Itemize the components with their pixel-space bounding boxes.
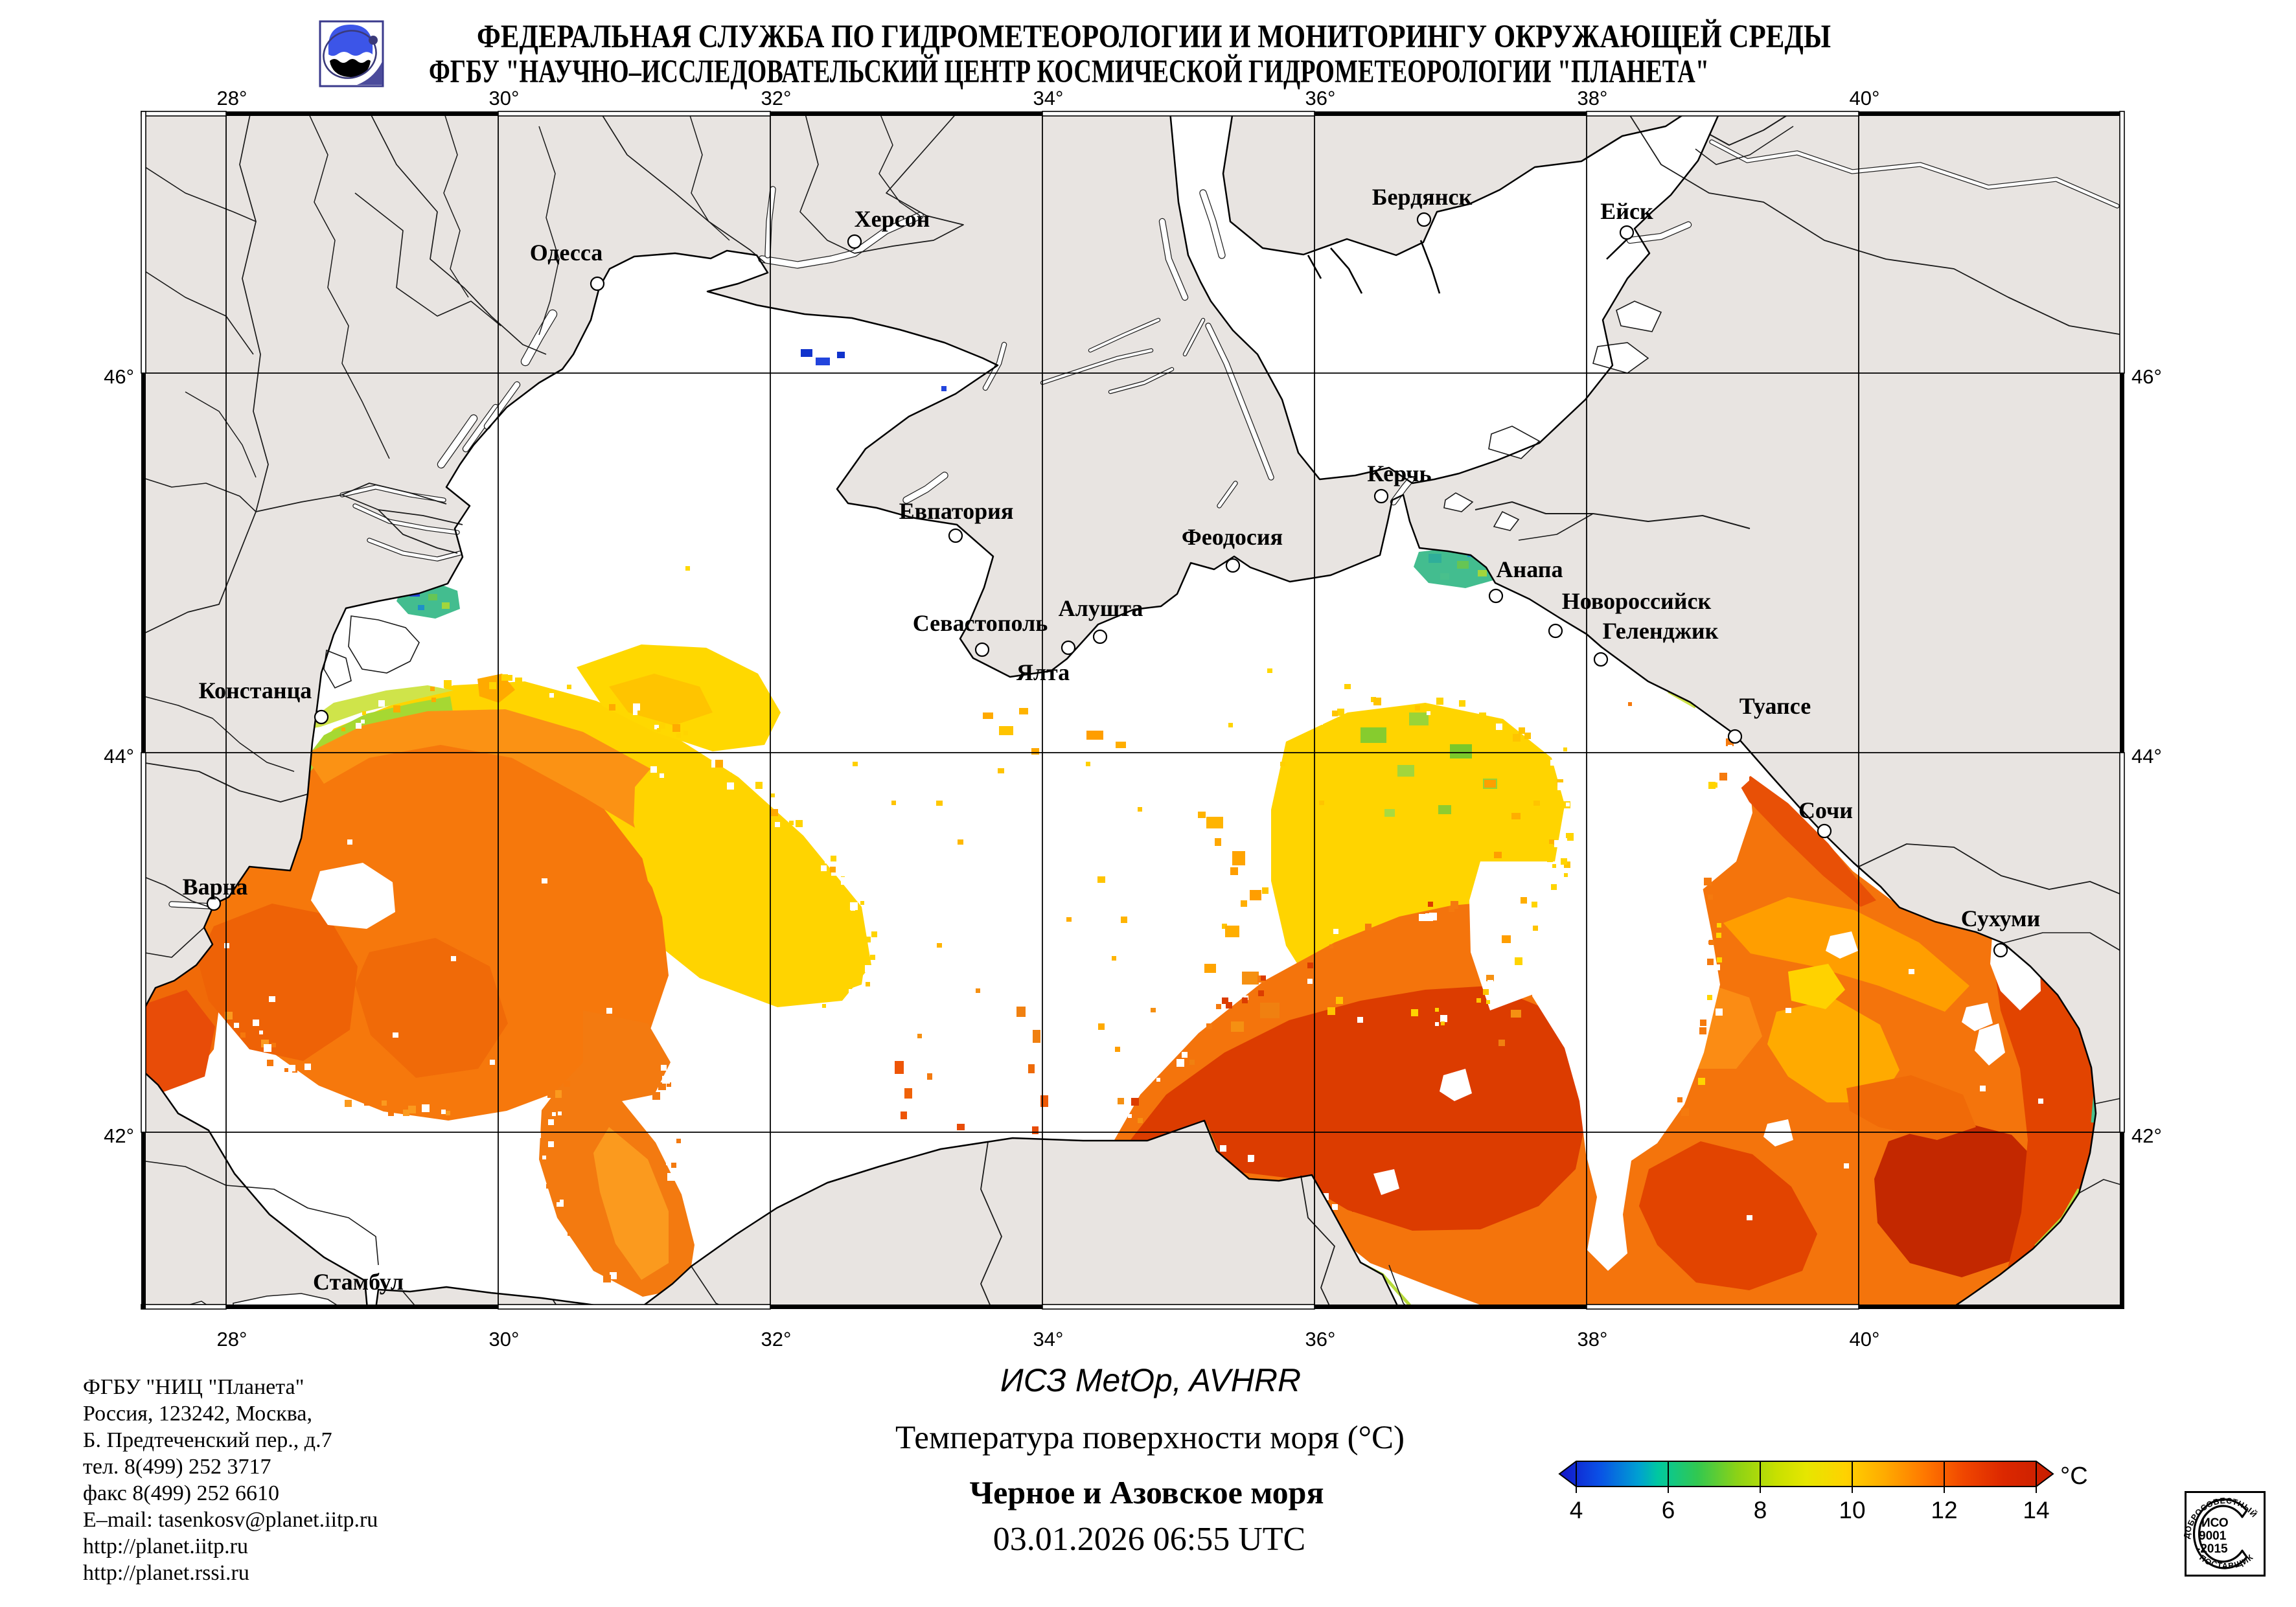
svg-text:Б. Предтеченский пер., д.7: Б. Предтеченский пер., д.7 [83, 1428, 332, 1452]
svg-text:E–mail: tasenkosv@planet.iitp.: E–mail: tasenkosv@planet.iitp.ru [83, 1508, 378, 1532]
svg-text:32°: 32° [761, 1328, 792, 1351]
svg-text:38°: 38° [1578, 87, 1608, 109]
svg-text:Ейск: Ейск [1600, 198, 1653, 224]
svg-text:30°: 30° [489, 1328, 520, 1351]
svg-text:Стамбул: Стамбул [313, 1269, 404, 1295]
svg-text:6: 6 [1662, 1497, 1675, 1523]
svg-text:Алушта: Алушта [1059, 595, 1143, 621]
svg-text:ИСЗ MetOp, AVHRR: ИСЗ MetOp, AVHRR [1000, 1362, 1301, 1398]
svg-text:ФЕДЕРАЛЬНАЯ СЛУЖБА ПО ГИДРОМЕТ: ФЕДЕРАЛЬНАЯ СЛУЖБА ПО ГИДРОМЕТЕОРОЛОГИИ … [477, 19, 1831, 55]
svg-text:Бердянск: Бердянск [1372, 184, 1473, 210]
svg-text:8: 8 [1754, 1497, 1767, 1523]
svg-text:ФГБУ "НИЦ "Планета": ФГБУ "НИЦ "Планета" [83, 1375, 304, 1399]
svg-text:28°: 28° [217, 1328, 247, 1351]
svg-text:46°: 46° [2131, 365, 2162, 388]
svg-text:44°: 44° [104, 745, 134, 768]
svg-text:Варна: Варна [183, 874, 248, 900]
svg-text:40°: 40° [1850, 87, 1880, 109]
svg-text:38°: 38° [1578, 1328, 1608, 1351]
svg-text:Геленджик: Геленджик [1603, 618, 1719, 644]
svg-text:Констанца: Констанца [199, 678, 312, 703]
svg-text:28°: 28° [217, 87, 247, 109]
svg-text:ИСО: ИСО [2201, 1516, 2229, 1530]
svg-text:30°: 30° [489, 87, 520, 109]
svg-text:http://planet.rssi.ru: http://planet.rssi.ru [83, 1561, 249, 1585]
svg-text:4: 4 [1570, 1497, 1583, 1523]
svg-text:тел. 8(499) 252 3717: тел. 8(499) 252 3717 [83, 1455, 271, 1479]
svg-text:36°: 36° [1305, 1328, 1336, 1351]
svg-text:Новороссийск: Новороссийск [1562, 588, 1712, 614]
svg-text:03.01.2026 06:55 UTC: 03.01.2026 06:55 UTC [993, 1521, 1305, 1558]
svg-text:Россия, 123242, Москва,: Россия, 123242, Москва, [83, 1402, 312, 1426]
svg-text:Температура поверхности моря (: Температура поверхности моря (°C) [895, 1420, 1405, 1456]
svg-text:Феодосия: Феодосия [1182, 524, 1283, 550]
svg-text:Туапсе: Туапсе [1739, 693, 1811, 719]
svg-text:14: 14 [2023, 1497, 2049, 1523]
svg-text:Керчь: Керчь [1367, 461, 1431, 486]
svg-text:Одесса: Одесса [530, 240, 603, 266]
svg-text:Черное и Азовское моря: Черное и Азовское моря [969, 1474, 1324, 1510]
svg-text:42°: 42° [2131, 1124, 2162, 1147]
svg-text:12: 12 [1931, 1497, 1957, 1523]
svg-text:46°: 46° [104, 365, 134, 388]
svg-text:-2015: -2015 [2196, 1542, 2228, 1556]
svg-text:34°: 34° [1033, 1328, 1064, 1351]
svg-text:Сухуми: Сухуми [1961, 906, 2041, 931]
svg-text:Севастополь: Севастополь [913, 610, 1048, 636]
svg-text:ФГБУ "НАУЧНО–ИССЛЕДОВАТЕЛЬСКИЙ: ФГБУ "НАУЧНО–ИССЛЕДОВАТЕЛЬСКИЙ ЦЕНТР КОС… [429, 54, 1709, 90]
svg-text:http://planet.iitp.ru: http://planet.iitp.ru [83, 1534, 248, 1558]
svg-text:44°: 44° [2131, 745, 2162, 768]
svg-text:Евпатория: Евпатория [899, 498, 1014, 524]
svg-text:10: 10 [1839, 1497, 1865, 1523]
svg-text:Анапа: Анапа [1496, 556, 1563, 582]
svg-text:Херсон: Херсон [855, 206, 930, 232]
svg-text:Сочи: Сочи [1798, 797, 1853, 823]
svg-text:9001: 9001 [2199, 1529, 2227, 1543]
svg-text:Ялта: Ялта [1016, 659, 1070, 685]
svg-text:°C: °C [2060, 1463, 2088, 1490]
svg-text:42°: 42° [104, 1124, 134, 1147]
svg-text:факс 8(499) 252 6610: факс 8(499) 252 6610 [83, 1481, 279, 1505]
svg-text:32°: 32° [761, 87, 792, 109]
svg-text:36°: 36° [1305, 87, 1336, 109]
svg-text:34°: 34° [1033, 87, 1064, 109]
svg-text:40°: 40° [1850, 1328, 1880, 1351]
